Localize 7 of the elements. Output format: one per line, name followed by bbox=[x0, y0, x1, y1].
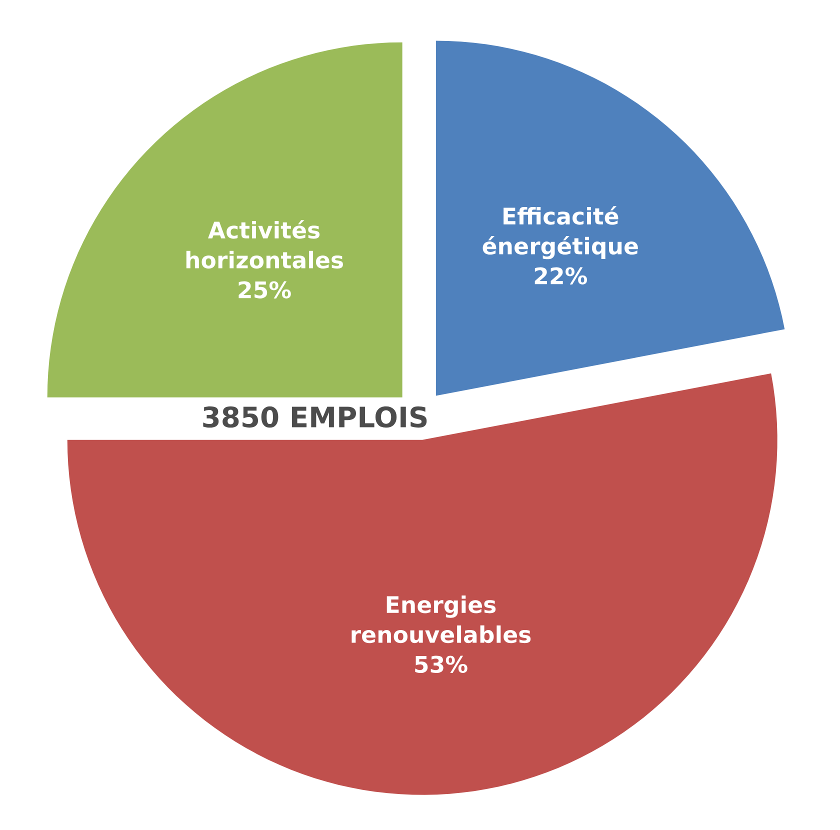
text: 3850 EMPLOIS bbox=[203, 406, 427, 428]
slice-label: Activités horizontales bbox=[186, 220, 343, 269]
data-label: 25% bbox=[238, 281, 291, 298]
data-label: 22% bbox=[534, 267, 588, 284]
slice-label: Efficacité énergétique bbox=[482, 206, 638, 260]
data-label: 53% bbox=[415, 656, 468, 674]
slice-label: Energies renouvelables bbox=[352, 596, 531, 644]
